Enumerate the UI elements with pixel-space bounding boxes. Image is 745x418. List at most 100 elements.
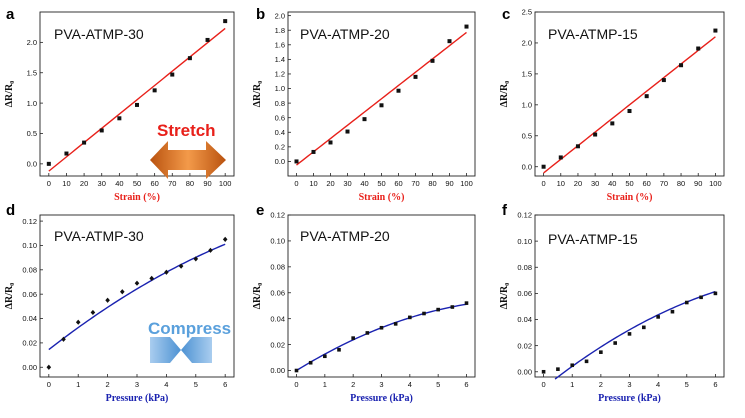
data-point bbox=[64, 151, 69, 156]
x-tick-label: 20 bbox=[80, 179, 88, 188]
data-point bbox=[396, 88, 401, 93]
data-point bbox=[599, 350, 603, 354]
data-point bbox=[351, 336, 355, 340]
x-tick-label: 60 bbox=[150, 179, 158, 188]
panel-e: e PVA-ATMP-20 0 1 2 3 4 5 6 0.00 0.02 0.04 0.06 0.08 0… bbox=[252, 202, 476, 404]
y-tick-label: 1.0 bbox=[275, 84, 285, 93]
data-point bbox=[584, 359, 589, 364]
x-tick-label: 4 bbox=[164, 380, 168, 389]
x-tick-label: 2 bbox=[599, 380, 603, 389]
y-tick-label: 0.10 bbox=[22, 241, 37, 250]
sample-label: PVA-ATMP-30 bbox=[54, 26, 144, 42]
y-tick-label: 1.8 bbox=[275, 26, 285, 35]
y-tick-label: 0.5 bbox=[522, 131, 532, 140]
x-tick-label: 1 bbox=[323, 380, 327, 389]
x-tick-label: 4 bbox=[656, 380, 660, 389]
data-point bbox=[627, 332, 632, 336]
data-point bbox=[379, 325, 384, 330]
x-tick-label: 10 bbox=[557, 179, 565, 188]
x-tick-label: 5 bbox=[194, 380, 198, 389]
data-point bbox=[656, 315, 660, 319]
y-tick-label: 2.0 bbox=[27, 38, 37, 47]
x-tick-label: 100 bbox=[709, 179, 722, 188]
y-tick-label: 0.06 bbox=[270, 288, 285, 297]
data-point bbox=[464, 301, 469, 305]
data-point bbox=[365, 331, 370, 335]
x-tick-label: 100 bbox=[460, 179, 473, 188]
compress-left-arrow-icon bbox=[150, 337, 181, 363]
data-point bbox=[613, 341, 617, 345]
data-point bbox=[393, 322, 398, 326]
y-tick-label: 0.8 bbox=[275, 99, 285, 108]
data-point bbox=[135, 102, 139, 107]
data-point bbox=[193, 256, 199, 262]
panel-d: d PVA-ATMP-30 0 1 2 3 4 5 6 0.00 0.02 0.04 0.06 0.08 0… bbox=[4, 202, 235, 404]
data-point bbox=[187, 56, 192, 61]
data-point bbox=[223, 19, 228, 24]
data-point bbox=[205, 37, 210, 42]
x-tick-label: 0 bbox=[542, 380, 546, 389]
compress-annotation: Compress bbox=[148, 319, 231, 363]
sample-label: PVA-ATMP-15 bbox=[548, 231, 638, 247]
data-point bbox=[699, 295, 703, 300]
x-tick-label: 100 bbox=[219, 179, 232, 188]
data-point bbox=[642, 325, 646, 330]
data-point bbox=[408, 315, 412, 320]
y-tick-label: 1.0 bbox=[27, 99, 37, 108]
x-tick-label: 4 bbox=[408, 380, 412, 389]
y-tick-label: 1.5 bbox=[522, 70, 532, 79]
data-point bbox=[541, 164, 546, 169]
x-tick-label: 80 bbox=[186, 179, 194, 188]
panel-letter: a bbox=[6, 6, 15, 23]
y-tick-label: 0.12 bbox=[22, 217, 37, 226]
y-tick-label: 0.0 bbox=[27, 160, 37, 169]
fit-line bbox=[48, 27, 226, 172]
data-point bbox=[684, 300, 689, 305]
data-point bbox=[46, 161, 51, 166]
data-point bbox=[337, 347, 341, 352]
data-point bbox=[379, 103, 384, 108]
data-point bbox=[120, 289, 125, 295]
data-point bbox=[170, 72, 175, 77]
x-tick-label: 40 bbox=[360, 179, 368, 188]
data-point bbox=[696, 46, 701, 51]
y-tick-label: 0.5 bbox=[27, 129, 37, 138]
x-tick-label: 3 bbox=[379, 380, 383, 389]
y-tick-label: 1.5 bbox=[27, 68, 37, 77]
data-point bbox=[413, 74, 418, 79]
x-tick-label: 0 bbox=[294, 380, 298, 389]
y-axis-label: ΔR/R₀ bbox=[499, 283, 510, 310]
panel-letter: d bbox=[6, 202, 15, 219]
y-tick-label: 0.10 bbox=[517, 237, 532, 246]
y-tick-label: 0.00 bbox=[270, 366, 285, 375]
y-tick-label: 0.06 bbox=[22, 290, 37, 299]
x-tick-label: 10 bbox=[62, 179, 70, 188]
x-tick-label: 20 bbox=[326, 179, 334, 188]
x-tick-label: 6 bbox=[223, 380, 227, 389]
data-point bbox=[164, 269, 169, 275]
x-axis-label: Pressure (kPa) bbox=[106, 393, 169, 404]
sample-label: PVA-ATMP-20 bbox=[300, 26, 390, 42]
x-tick-label: 70 bbox=[411, 179, 419, 188]
data-point bbox=[311, 149, 316, 154]
y-tick-label: 0.06 bbox=[517, 289, 532, 298]
data-point bbox=[82, 140, 87, 145]
y-tick-label: 1.2 bbox=[275, 70, 285, 79]
x-tick-label: 5 bbox=[685, 380, 689, 389]
data-point bbox=[134, 280, 140, 286]
y-axis-label: ΔR/R₀ bbox=[4, 283, 15, 310]
data-point bbox=[222, 236, 228, 242]
data-point bbox=[75, 319, 81, 325]
panel-a: a PVA-ATMP-30 0 10 20 30 40 50 60 70 80 90 100 0.0 0.5… bbox=[4, 6, 235, 203]
y-tick-label: 2.0 bbox=[275, 11, 285, 20]
data-point bbox=[117, 116, 122, 121]
y-tick-label: 0.08 bbox=[22, 266, 37, 275]
sample-label: PVA-ATMP-15 bbox=[548, 26, 638, 42]
x-tick-label: 50 bbox=[625, 179, 633, 188]
data-point bbox=[323, 354, 327, 359]
data-point bbox=[575, 144, 580, 149]
y-tick-label: 0.0 bbox=[275, 157, 285, 166]
x-tick-label: 5 bbox=[436, 380, 440, 389]
data-point bbox=[46, 364, 52, 370]
